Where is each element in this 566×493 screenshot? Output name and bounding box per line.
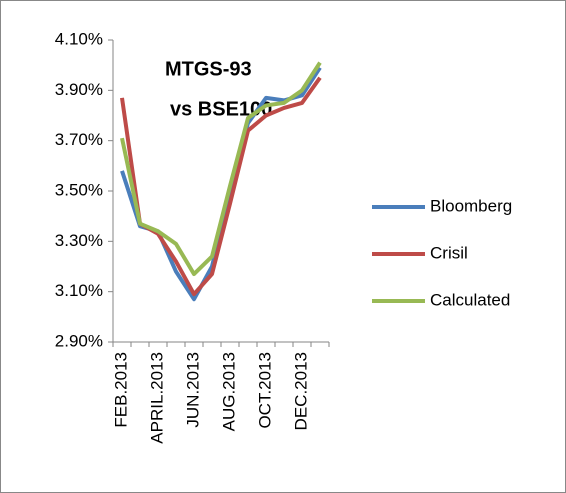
y-tick-label: 3.30%	[55, 231, 103, 250]
legend-label: Bloomberg	[430, 196, 512, 215]
x-tick-label: JUN.2013	[183, 352, 202, 428]
legend-label: Crisil	[430, 243, 468, 262]
series-line	[120, 61, 322, 277]
y-tick-label: 3.50%	[55, 180, 103, 199]
x-tick-label: AUG.2013	[219, 352, 238, 431]
legend-label: Calculated	[430, 290, 510, 309]
y-tick-label: 3.70%	[55, 130, 103, 149]
y-tick-label: 4.10%	[55, 29, 103, 48]
chart-title: MTGS-93	[165, 58, 252, 80]
x-tick-label: OCT.2013	[255, 352, 274, 429]
x-tick-label: APRIL.2013	[147, 352, 166, 444]
chart-title: vs BSE100	[170, 98, 272, 120]
x-tick-label: DEC.2013	[291, 352, 310, 430]
x-tick-label: FEB.2013	[111, 352, 130, 428]
y-tick-label: 3.90%	[55, 80, 103, 99]
y-tick-label: 3.10%	[55, 281, 103, 300]
y-tick-label: 2.90%	[55, 331, 103, 350]
